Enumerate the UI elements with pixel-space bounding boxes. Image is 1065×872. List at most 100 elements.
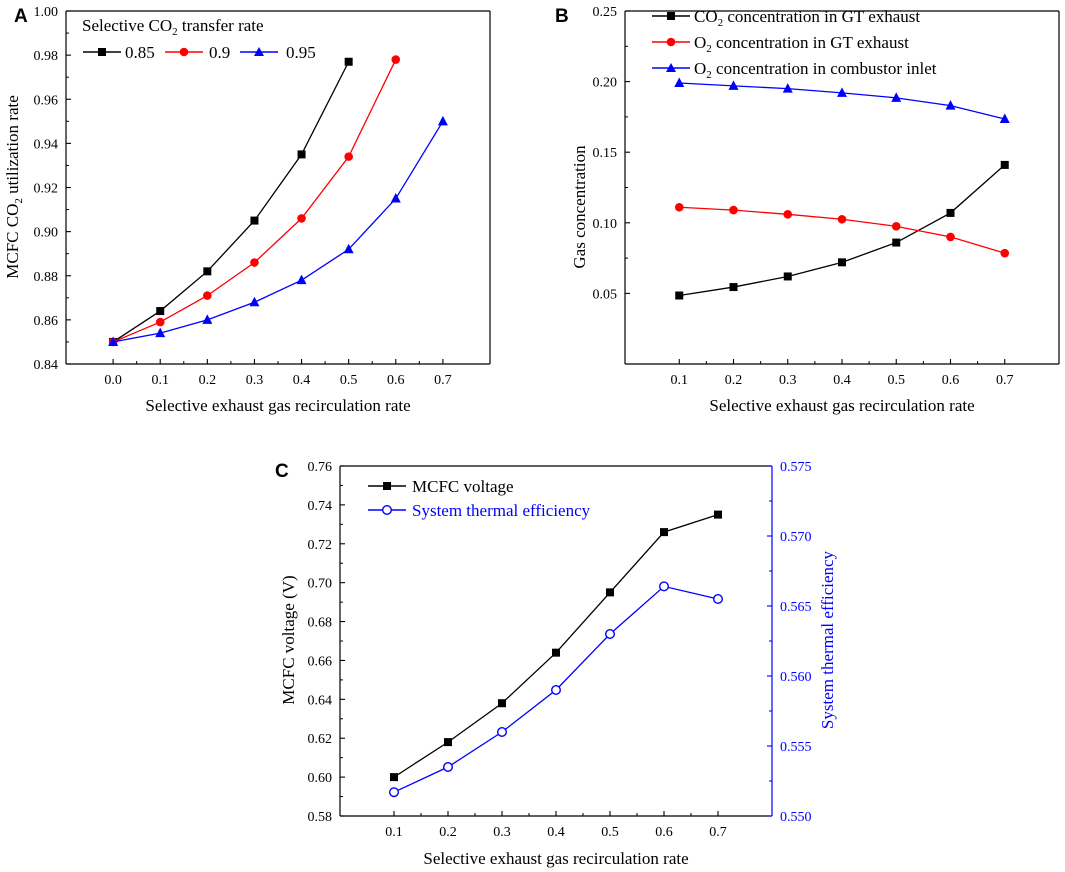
panel-b-series-o2-concentration-in-gt-exhaust [674, 202, 1010, 258]
legend-co2-gt-exhaust-square-marker [667, 12, 675, 20]
panel-c-y-tick-label: 0.64 [308, 693, 333, 708]
panel-a-0-95-point-1 [155, 327, 166, 338]
panel-a-0-85-point-2 [203, 267, 212, 276]
legend-mcfc-voltage-square-marker [383, 482, 391, 490]
panel-a-0-9-point-1 [155, 317, 165, 327]
panel-c-y-tick-label: 0.58 [308, 810, 333, 825]
panel-b-series-o2-concentration-in-combustor-inlet [674, 77, 1010, 124]
panel-b-y-tick-label: 0.20 [593, 76, 618, 91]
panel-a-0-95-point-3 [249, 296, 260, 307]
panel-c-x-tick-label: 0.5 [601, 825, 619, 840]
panel-c-y-tick-label: 0.66 [308, 654, 333, 669]
panel-c-system-thermal-efficiency-point-2 [497, 727, 508, 738]
panel-c-mcfc-voltage-point-2 [498, 699, 506, 708]
legend-co2-gt-exhaust-label: CO2 concentration in GT exhaust [694, 7, 920, 29]
panel-c-marks [389, 510, 724, 798]
panel-a-0-95-point-0 [108, 336, 119, 346]
panel-a-y-tick-label: 0.88 [34, 270, 59, 285]
panel-b-x-tick-label: 0.6 [942, 373, 960, 388]
chart-panel-b: 0.1 0.2 0.3 0.4 0.5 0.6 0.7 0.05 0.10 0.15 0.20 0.2… [570, 5, 1060, 415]
panel-a-y-tick-label: 1.00 [34, 5, 59, 20]
panel-a-y-tick-label: 0.92 [34, 182, 59, 197]
legend-0-85-square-marker [98, 48, 106, 56]
legend-0-9-circle-marker [179, 47, 189, 57]
panel-c-y-tick-label: 0.72 [308, 538, 333, 553]
panel-a-0-95-point-4 [296, 274, 307, 285]
legend-o2-gt-exhaust-circle-marker [666, 37, 676, 47]
panel-c-right-y-tick-label: 0.550 [780, 810, 812, 825]
panel-b-x-tick-label: 0.3 [779, 373, 797, 388]
panel-a-x-tick-label: 0.4 [293, 373, 311, 388]
panel-c-mcfc-voltage-point-6 [714, 510, 722, 519]
panel-a-x-tick-label: 0.6 [387, 373, 405, 388]
panel-b-series-co2-concentration-in-gt-exhaust [675, 160, 1009, 300]
legend-o2-combustor-inlet-triangle-marker [666, 63, 676, 72]
panel-a-y-tick-label: 0.96 [34, 93, 59, 108]
legend-thermal-efficiency-label: System thermal efficiency [412, 501, 591, 520]
chart-panel-c: 0.1 0.2 0.3 0.4 0.5 0.6 0.7 0.58 0.60 0.62 0.64 0.6… [279, 460, 837, 868]
panel-b-x-tick-label: 0.2 [725, 373, 743, 388]
panel-b-o2-concentration-in-gt-exhaust-point-5 [946, 232, 955, 242]
panel-b-o2-concentration-in-combustor-inlet-point-2 [782, 83, 793, 93]
panel-c-axes: 0.1 0.2 0.3 0.4 0.5 0.6 0.7 0.58 0.60 0.62 0.64 0.6… [308, 460, 812, 840]
panel-a-y-tick-label: 0.86 [34, 314, 59, 329]
panel-c-right-y-tick-label: 0.555 [780, 740, 812, 755]
panel-a-legend-title: Selective CO2 transfer rate [82, 16, 264, 38]
panel-c-system-thermal-efficiency-point-0 [389, 787, 400, 798]
panel-b-o2-concentration-in-combustor-inlet-point-4 [891, 92, 902, 102]
panel-a-0-9-point-3 [250, 258, 259, 267]
panel-c-x-tick-label: 0.6 [655, 825, 673, 840]
panel-b-x-tick-label: 0.5 [888, 373, 906, 388]
panel-a-series-0-9 [108, 55, 401, 347]
panel-c-x-tick-label: 0.3 [493, 825, 511, 840]
panel-a-series-0-95-line [112, 120, 444, 343]
legend-thermal-efficiency-open-circle-marker [382, 505, 393, 516]
panel-c-y-tick-label: 0.74 [308, 499, 333, 514]
panel-a-axes: 0.0 0.1 0.2 0.3 0.4 0.5 0.6 0.70.840.860.880.90… [34, 5, 491, 388]
panel-a-0-85-point-4 [297, 150, 306, 159]
panel-c-y-tick-label: 0.70 [308, 577, 333, 592]
panel-b-o2-concentration-in-gt-exhaust-point-4 [891, 222, 901, 231]
panel-c-x-tick-label: 0.2 [439, 825, 457, 840]
panel-b-o2-concentration-in-gt-exhaust-point-2 [783, 210, 793, 219]
panel-letter-b: B [555, 6, 569, 27]
panel-c-system-thermal-efficiency-point-4 [605, 629, 616, 640]
panel-b-x-tick-label: 0.7 [996, 373, 1014, 388]
panel-b-co2-concentration-in-gt-exhaust-point-1 [729, 283, 738, 292]
legend-mcfc-voltage-label: MCFC voltage [412, 477, 514, 496]
chart-panel-a: 0.0 0.1 0.2 0.3 0.4 0.5 0.6 0.70.840.860.880.90… [3, 5, 491, 415]
panel-c-series-mcfc-voltage-line [393, 513, 719, 778]
panel-c-legend: MCFC voltage System thermal efficiency [368, 477, 591, 520]
panel-a-y-tick-label: 0.90 [34, 226, 59, 241]
legend-0-85-label: 0.85 [125, 43, 155, 62]
panel-a-0-95-point-7 [437, 115, 448, 126]
panel-a-0-95-point-2 [202, 314, 213, 324]
panel-c-mcfc-voltage-point-4 [606, 588, 614, 597]
panel-c-x-tick-label: 0.4 [547, 825, 565, 840]
legend-o2-gt-exhaust-label: O2 concentration in GT exhaust [694, 33, 909, 55]
panel-a-y-axis-label: MCFC CO2 utilization rate [3, 95, 25, 279]
panel-a-x-tick-label: 0.7 [434, 373, 452, 388]
panel-a-x-tick-label: 0.3 [246, 373, 264, 388]
panel-b-x-tick-label: 0.4 [833, 373, 851, 388]
panel-b-y-tick-label: 0.10 [593, 217, 618, 232]
panel-c-system-thermal-efficiency-point-1 [443, 762, 454, 773]
panel-a-x-tick-label: 0.2 [199, 373, 217, 388]
panel-c-y-tick-label: 0.62 [308, 732, 333, 747]
legend-0-95-triangle-marker [254, 47, 264, 56]
panel-a-0-9-point-4 [297, 214, 306, 223]
panel-a-y-tick-label: 0.98 [34, 49, 59, 64]
panel-a-0-9-point-2 [203, 291, 212, 300]
panel-b-o2-concentration-in-combustor-inlet-point-3 [837, 87, 847, 97]
panel-b-axes: 0.1 0.2 0.3 0.4 0.5 0.6 0.7 0.05 0.10 0.15 0.20 0.2… [593, 5, 1060, 388]
panel-a-0-95-point-6 [390, 193, 401, 203]
panel-letter-c: C [275, 461, 289, 482]
legend-0-9-label: 0.9 [209, 43, 230, 62]
panel-c-mcfc-voltage-point-3 [552, 648, 560, 657]
panel-b-y-tick-label: 0.05 [593, 287, 618, 302]
panel-a-marks [108, 55, 448, 347]
panel-c-x-tick-label: 0.1 [385, 825, 403, 840]
panel-c-y-tick-label: 0.60 [308, 771, 333, 786]
panel-letter-a: A [14, 6, 28, 27]
